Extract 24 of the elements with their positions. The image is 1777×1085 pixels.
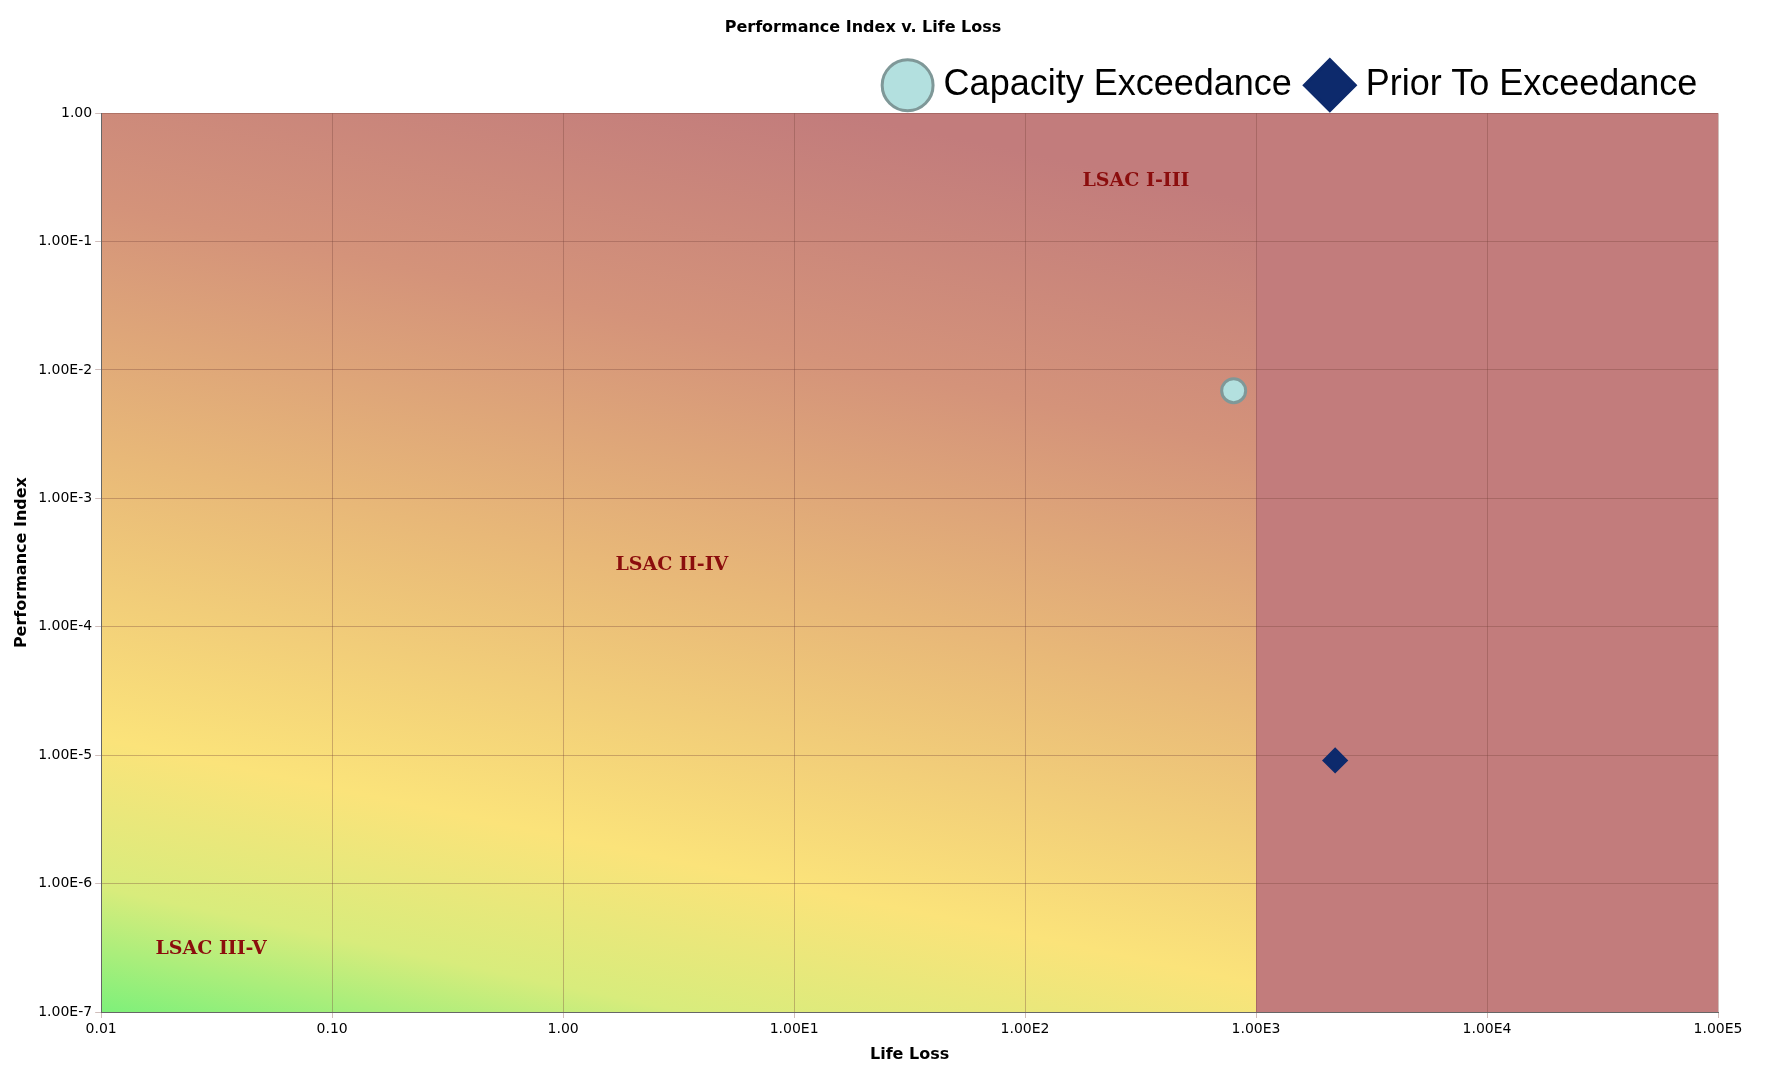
- x-axis-title: Life Loss: [869, 1043, 950, 1063]
- y-tick-label: 1.00E-7: [38, 1002, 93, 1019]
- chart-title: Performance Index v. Life Loss: [724, 16, 1002, 36]
- x-tick-label: 1.00: [547, 1020, 579, 1037]
- x-tick-label: 0.10: [316, 1020, 348, 1037]
- annotation: LSAC III-V: [155, 936, 269, 959]
- y-axis-title: Performance Index: [10, 476, 30, 649]
- y-tick-label: 1.00E-5: [38, 745, 93, 762]
- x-tick-label: 1.00E2: [1000, 1020, 1050, 1037]
- annotation: LSAC II-IV: [615, 552, 730, 575]
- x-tick-label: 1.00E1: [769, 1020, 819, 1037]
- x-tick-label: 1.00E4: [1462, 1020, 1512, 1037]
- legend-label: Capacity Exceedance: [943, 62, 1292, 104]
- y-tick-label: 1.00: [61, 103, 93, 120]
- x-tick-label: 1.00E3: [1231, 1020, 1281, 1037]
- y-tick-label: 1.00E-4: [38, 617, 93, 634]
- x-tick-label: 0.01: [85, 1020, 117, 1037]
- annotation: LSAC I-III: [1082, 167, 1190, 190]
- y-tick-label: 1.00E-3: [38, 489, 93, 506]
- y-tick-label: 1.00E-2: [38, 360, 93, 377]
- legend-label: Prior To Exceedance: [1365, 62, 1698, 104]
- x-tick-label: 1.00E5: [1693, 1020, 1743, 1037]
- y-tick-label: 1.00E-6: [38, 874, 93, 891]
- y-tick-label: 1.00E-1: [38, 232, 93, 249]
